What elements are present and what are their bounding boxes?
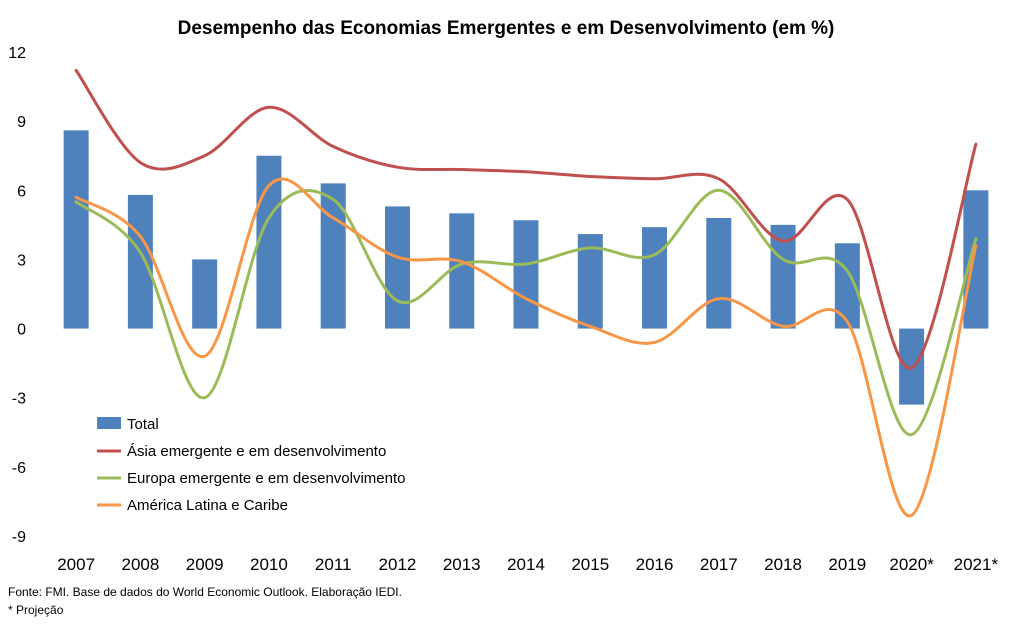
bar-total xyxy=(384,206,410,329)
source-note: Fonte: FMI. Base de dados do World Econo… xyxy=(8,585,402,599)
bar-total xyxy=(449,213,475,329)
x-tick-label: 2011 xyxy=(315,555,352,574)
line-series xyxy=(74,68,978,518)
projection-note: * Projeção xyxy=(8,603,64,617)
x-axis-ticks: 2007 2008 2009 2010 2011 2012 2013 2014 2015 2016… xyxy=(57,555,998,574)
x-tick-label: 2012 xyxy=(379,555,417,574)
x-tick-label: 2016 xyxy=(636,555,674,574)
y-tick-label: 3 xyxy=(17,252,26,269)
x-tick-label: 2008 xyxy=(121,555,159,574)
bar-total xyxy=(63,130,89,329)
x-tick-label: 2013 xyxy=(443,555,481,574)
bar-series xyxy=(63,130,989,405)
x-tick-label: 2015 xyxy=(571,555,609,574)
legend-asia: Ásia emergente e em desenvolvimento xyxy=(127,443,386,460)
legend-swatch xyxy=(97,417,121,429)
line-latin-america xyxy=(74,177,978,518)
legend-europe: Europa emergente e em desenvolvimento xyxy=(127,470,406,487)
bar-total xyxy=(963,190,989,329)
x-tick-label: 2010 xyxy=(250,555,288,574)
x-tick-label: 2014 xyxy=(507,555,545,574)
bar-total xyxy=(706,217,732,329)
x-tick-label: 2020* xyxy=(889,555,934,574)
bar-total xyxy=(320,183,346,329)
y-tick-label: 9 xyxy=(17,114,26,131)
x-tick-label: 2021* xyxy=(954,555,999,574)
x-tick-label: 2009 xyxy=(186,555,224,574)
legend: Total Ásia emergente e em desenvolvimento… xyxy=(97,416,406,514)
y-axis-ticks: 12 9 6 3 0 -3 -6 -9 xyxy=(8,45,26,546)
line-europe xyxy=(74,188,978,437)
bar-total xyxy=(256,155,282,329)
y-tick-label: -6 xyxy=(12,460,26,477)
bar-total xyxy=(642,227,668,329)
x-tick-label: 2017 xyxy=(700,555,738,574)
legend-total: Total xyxy=(127,416,159,433)
bar-total xyxy=(192,259,218,329)
x-tick-label: 2019 xyxy=(828,555,866,574)
x-tick-label: 2007 xyxy=(57,555,95,574)
y-tick-label: 6 xyxy=(17,183,26,200)
y-tick-label: 0 xyxy=(17,322,26,339)
y-tick-label: -9 xyxy=(12,529,26,546)
x-tick-label: 2018 xyxy=(764,555,802,574)
y-tick-label: -3 xyxy=(12,391,26,408)
legend-latin-america: América Latina e Caribe xyxy=(127,497,288,514)
bar-total xyxy=(513,220,539,329)
bar-total xyxy=(127,194,153,329)
chart-title: Desempenho das Economias Emergentes e em… xyxy=(178,18,835,39)
y-tick-label: 12 xyxy=(8,45,26,62)
line-asia xyxy=(74,68,978,370)
